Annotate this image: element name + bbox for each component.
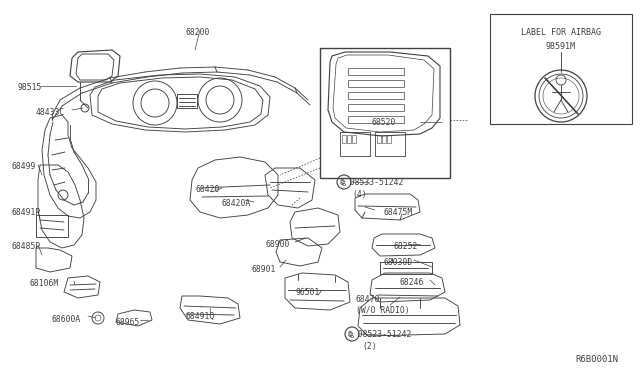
Bar bbox=[382, 135, 386, 143]
Text: 68106M: 68106M bbox=[30, 279, 60, 288]
Text: 48433C: 48433C bbox=[36, 108, 65, 117]
Bar bbox=[375, 132, 405, 156]
Bar bbox=[490, 14, 632, 124]
Bar bbox=[348, 80, 404, 87]
Text: © 08533-51242: © 08533-51242 bbox=[340, 178, 403, 187]
Text: © 08523-51242: © 08523-51242 bbox=[348, 330, 412, 339]
Text: 68475M: 68475M bbox=[384, 208, 413, 217]
Bar bbox=[348, 68, 404, 75]
Bar bbox=[387, 135, 391, 143]
Text: 68965: 68965 bbox=[115, 318, 140, 327]
Text: (2): (2) bbox=[362, 342, 376, 351]
Bar bbox=[377, 135, 381, 143]
Text: 68246: 68246 bbox=[400, 278, 424, 287]
Text: 68200: 68200 bbox=[185, 28, 209, 37]
Text: (W/O RADIO): (W/O RADIO) bbox=[356, 306, 410, 315]
Text: R6B0001N: R6B0001N bbox=[575, 355, 618, 364]
Text: S: S bbox=[350, 334, 354, 340]
Text: 68030D: 68030D bbox=[384, 258, 413, 267]
Text: 68420: 68420 bbox=[195, 185, 220, 194]
Bar bbox=[340, 132, 370, 156]
Text: 68470: 68470 bbox=[356, 295, 380, 304]
Text: 68491Q: 68491Q bbox=[185, 312, 214, 321]
Text: 68499: 68499 bbox=[12, 162, 36, 171]
Bar bbox=[352, 135, 356, 143]
Text: 98515: 98515 bbox=[18, 83, 42, 92]
Text: (4): (4) bbox=[352, 190, 367, 199]
Text: LABEL FOR AIRBAG: LABEL FOR AIRBAG bbox=[521, 28, 601, 37]
Bar bbox=[348, 104, 404, 111]
Text: 68252: 68252 bbox=[394, 242, 419, 251]
Bar bbox=[348, 92, 404, 99]
Text: 96501: 96501 bbox=[296, 288, 321, 297]
Bar bbox=[177, 94, 197, 108]
Text: 68420A: 68420A bbox=[222, 199, 252, 208]
Bar bbox=[36, 215, 68, 237]
Bar bbox=[320, 48, 450, 178]
Bar bbox=[342, 135, 346, 143]
Text: 68901: 68901 bbox=[252, 265, 276, 274]
Text: 68520: 68520 bbox=[372, 118, 396, 127]
Text: 68600A: 68600A bbox=[52, 315, 81, 324]
Bar bbox=[347, 135, 351, 143]
Text: 68491P: 68491P bbox=[12, 208, 41, 217]
Bar bbox=[348, 116, 404, 123]
Text: 98591M: 98591M bbox=[546, 42, 576, 51]
Text: 68900: 68900 bbox=[265, 240, 289, 249]
Text: S: S bbox=[342, 182, 346, 187]
Text: 68485P: 68485P bbox=[12, 242, 41, 251]
Bar bbox=[380, 262, 432, 274]
